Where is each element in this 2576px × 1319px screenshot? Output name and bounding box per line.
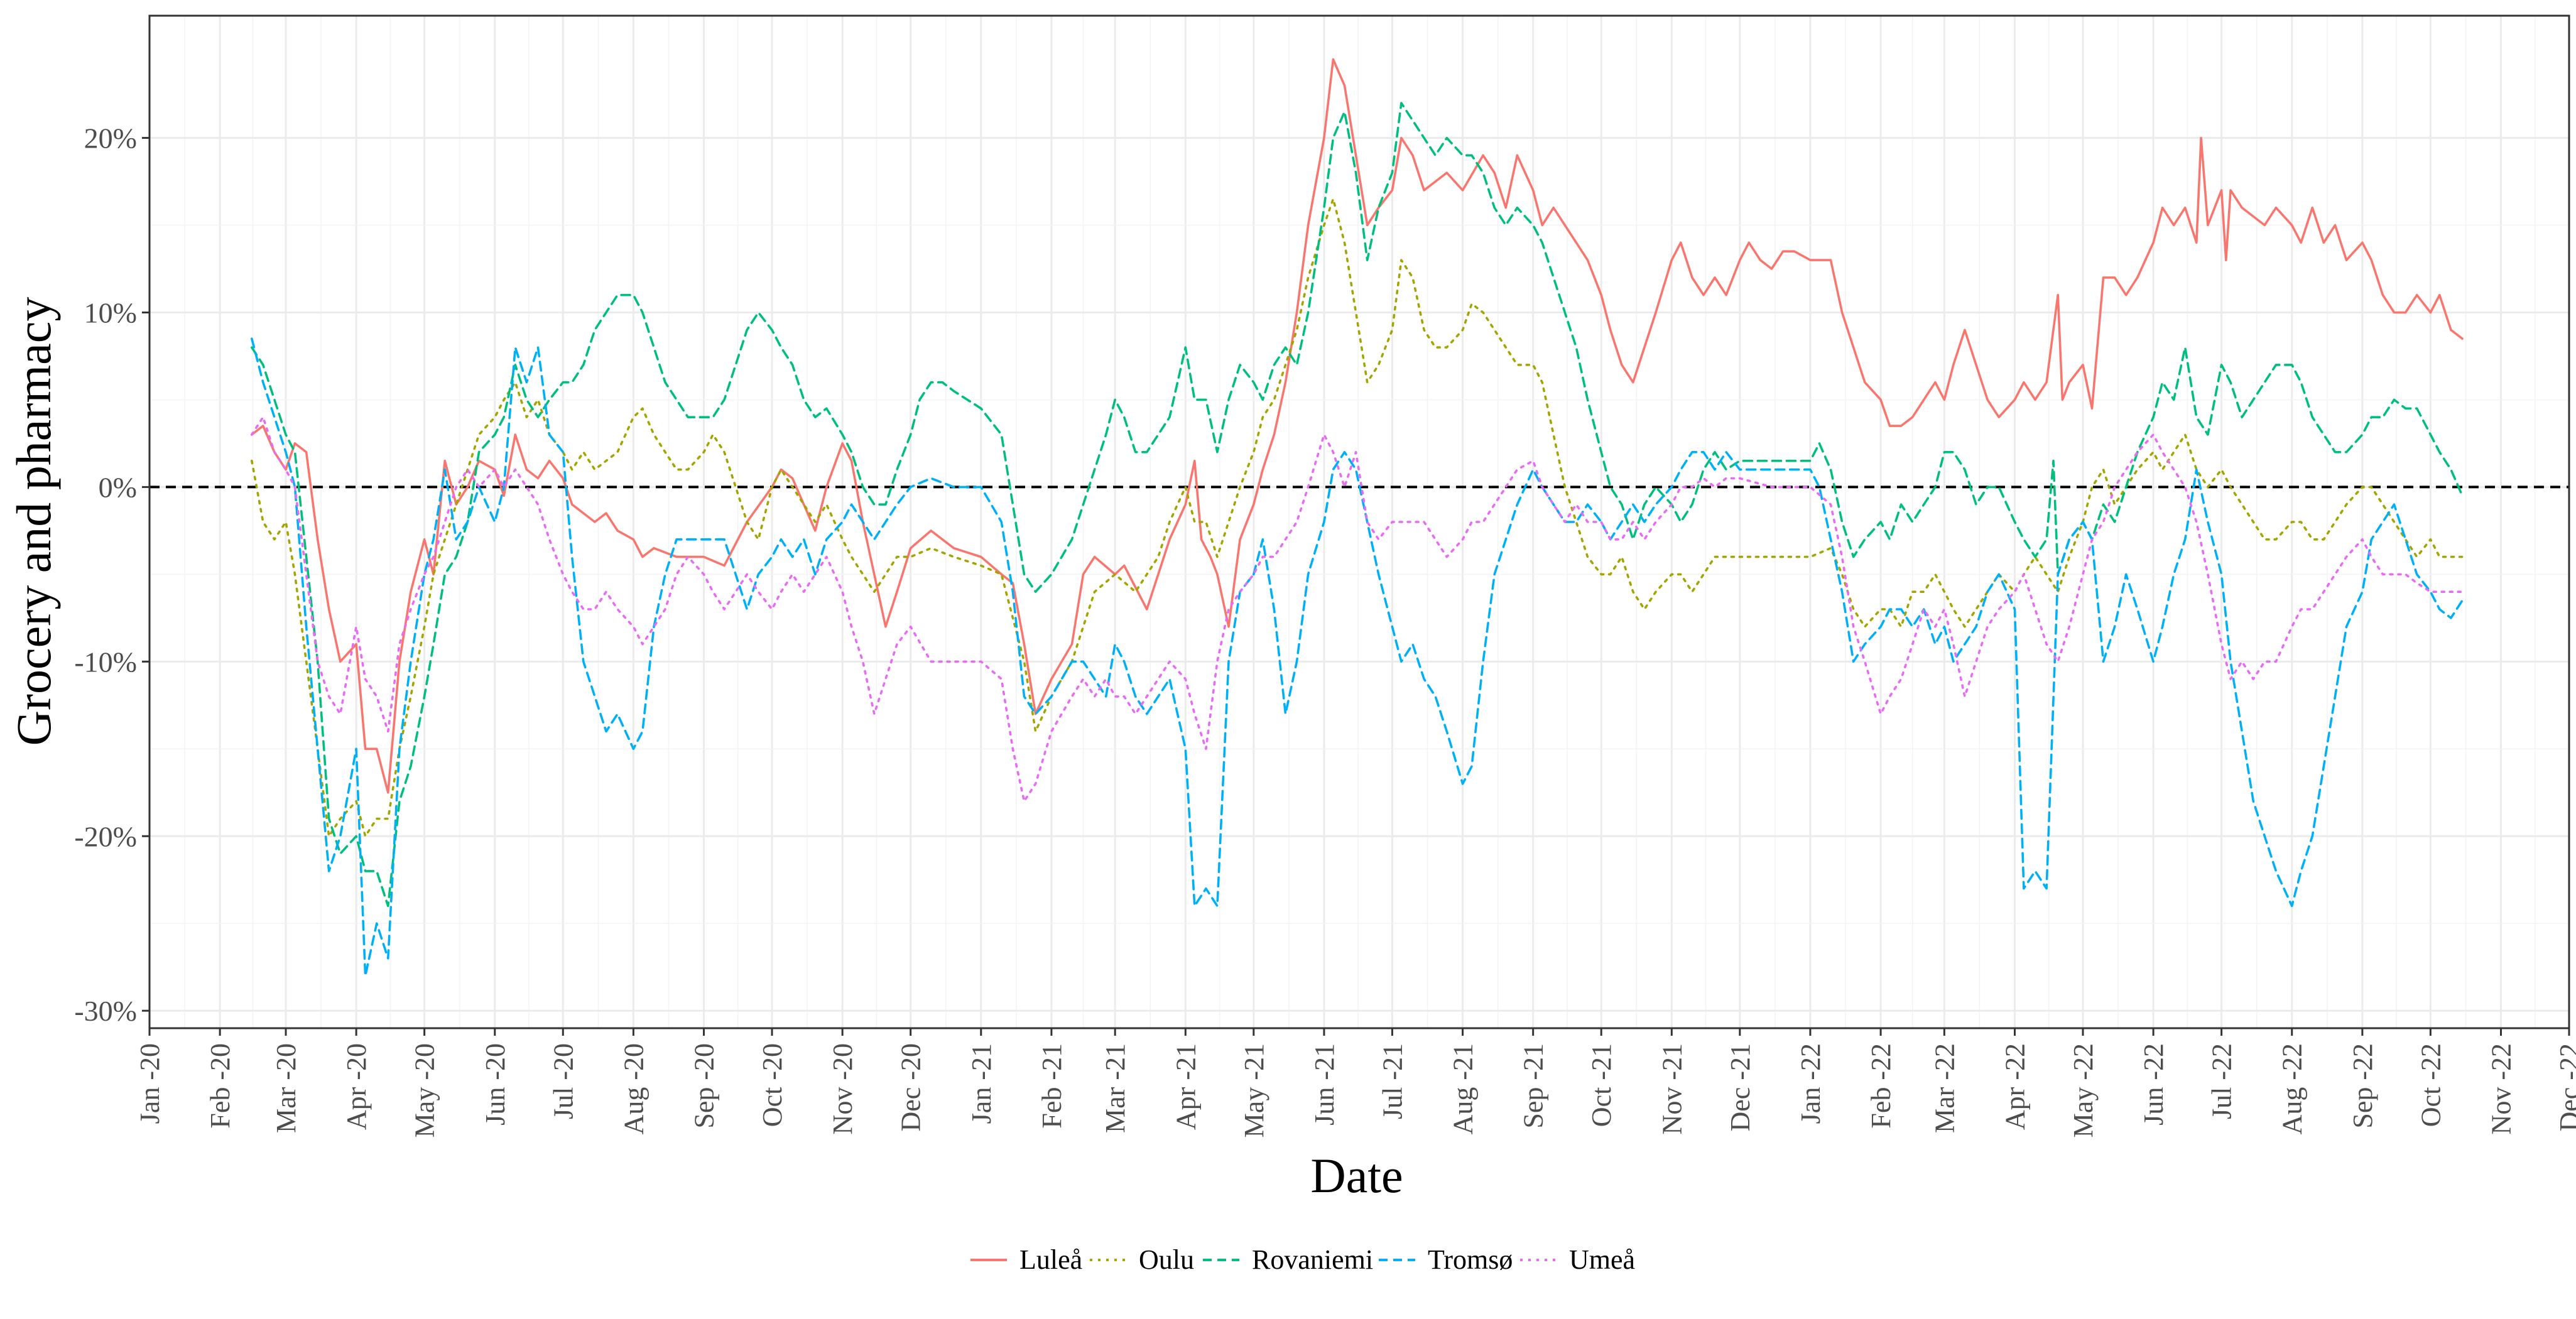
x-tick-label: Aug -22 — [2277, 1043, 2308, 1134]
x-tick-label: Jun -21 — [1309, 1043, 1340, 1126]
x-tick-label: Jan -21 — [966, 1043, 997, 1124]
x-tick-label: Apr -21 — [1170, 1043, 1201, 1130]
legend-label-3: Rovaniemi — [1252, 1244, 1373, 1275]
series-line-3 — [251, 102, 2464, 908]
x-tick-label: Oct -21 — [1586, 1043, 1617, 1127]
y-tick-label: -30% — [74, 995, 137, 1027]
y-axis-title: Grocery and pharmacy — [6, 297, 61, 746]
x-tick-label: Dec -21 — [1725, 1043, 1756, 1132]
series-line-2 — [251, 198, 2464, 838]
x-tick-label: Oct -20 — [757, 1043, 788, 1127]
panel-border — [148, 14, 2570, 1029]
x-tick-label: Jul -21 — [1377, 1043, 1408, 1119]
series-lines — [251, 58, 2464, 977]
plot-panel — [149, 16, 2569, 1028]
legend-label-4: Tromsø — [1428, 1244, 1513, 1275]
x-tick-label: Aug -20 — [618, 1043, 649, 1134]
x-tick-label: Sep -20 — [689, 1043, 720, 1129]
x-tick-label: Apr -20 — [341, 1043, 372, 1130]
legend-label-5: Umeå — [1569, 1244, 1635, 1275]
x-tick-label: May -20 — [410, 1043, 440, 1137]
x-tick-label: Sep -22 — [2347, 1043, 2378, 1129]
x-tick-label: May -21 — [1239, 1043, 1269, 1137]
x-tick-label: Nov -20 — [827, 1043, 858, 1134]
x-tick-label: Feb -22 — [1866, 1043, 1896, 1129]
x-tick-label: Dec -22 — [2554, 1043, 2576, 1132]
x-tick-label: Apr -22 — [2000, 1043, 2031, 1130]
x-tick-label: Aug -21 — [1448, 1043, 1479, 1134]
plot-background — [149, 16, 2569, 1028]
x-axis-title: Date — [1310, 1148, 1403, 1203]
legend-label-1: Luleå — [1019, 1244, 1082, 1275]
x-tick-label: Nov -21 — [1656, 1043, 1687, 1134]
x-tick-label: Jan -22 — [1795, 1043, 1826, 1124]
x-tick-label: Mar -21 — [1100, 1043, 1131, 1133]
x-tick-label: Feb -21 — [1036, 1043, 1067, 1129]
x-tick-label: Jan -20 — [134, 1043, 165, 1124]
series-line-4 — [251, 337, 2464, 977]
x-tick-label: Jul -20 — [548, 1043, 579, 1119]
x-tick-label: Jul -22 — [2207, 1043, 2237, 1119]
x-tick-label: Nov -22 — [2486, 1043, 2517, 1134]
y-tick-label: 0% — [99, 471, 137, 503]
y-tick-label: -10% — [74, 646, 137, 678]
legend: Luleå Oulu Rovaniemi Tromsø Umeå — [970, 1244, 1635, 1275]
axes: -30% -20% -10% 0% 10% 20% Jan -20 Feb -20 Mar -2… — [74, 14, 2576, 1137]
y-tick-label: -20% — [74, 820, 137, 852]
x-tick-label: Jun -20 — [480, 1043, 511, 1126]
x-tick-label: Jun -22 — [2138, 1043, 2169, 1126]
x-tick-label: Mar -22 — [1929, 1043, 1960, 1133]
legend-label-2: Oulu — [1139, 1244, 1194, 1275]
x-tick-label: Mar -20 — [271, 1043, 302, 1133]
series-line-1 — [251, 58, 2464, 794]
x-tick-label: Oct -22 — [2415, 1043, 2446, 1127]
gridlines — [148, 16, 2570, 1028]
y-tick-label: 20% — [84, 122, 137, 155]
x-tick-label: Sep -21 — [1518, 1043, 1549, 1129]
y-tick-label: 10% — [84, 296, 137, 328]
x-tick-label: Feb -20 — [205, 1043, 236, 1129]
series-line-5 — [251, 416, 2464, 803]
x-tick-label: May -22 — [2068, 1043, 2099, 1137]
x-tick-label: Dec -20 — [896, 1043, 927, 1132]
